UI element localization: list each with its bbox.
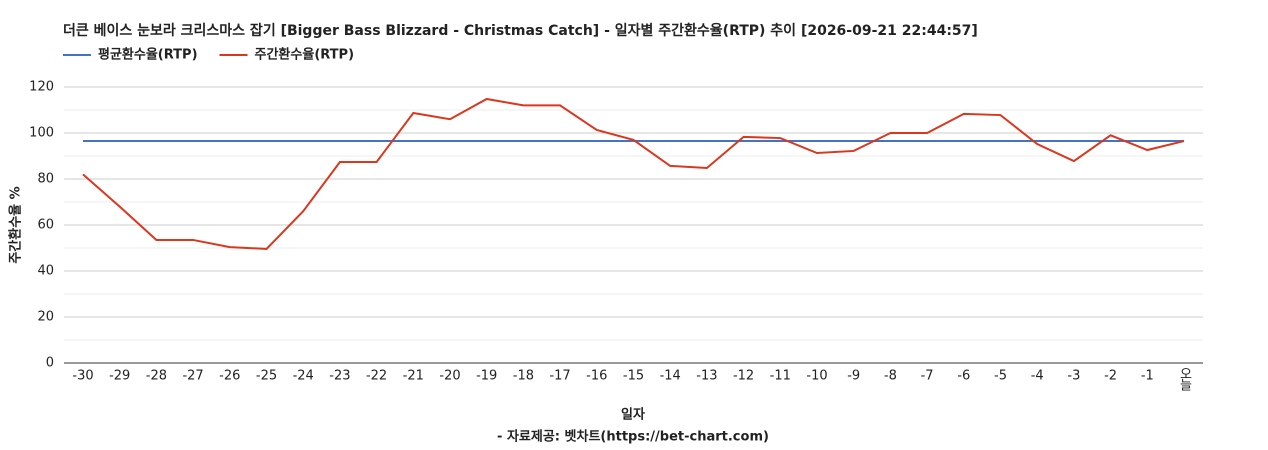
x-axis-label: 일자 (621, 408, 645, 423)
x-tick-label: -21 (403, 369, 424, 384)
x-tick-label: -10 (806, 369, 827, 384)
x-tick-label: -1 (1141, 369, 1154, 384)
y-axis-label: 주간환수율 % (8, 186, 24, 263)
x-tick-label: -8 (884, 369, 897, 384)
x-tick-label: -6 (957, 369, 970, 384)
x-tick-label: 오늘 (1177, 367, 1192, 391)
x-tick-label: -2 (1104, 369, 1117, 384)
x-tick-label: -22 (366, 369, 387, 384)
x-tick-label: -30 (72, 369, 93, 384)
y-tick-label: 0 (46, 356, 54, 371)
x-tick-label: -23 (329, 369, 350, 384)
x-tick-label: -20 (439, 369, 460, 384)
x-tick-label: -24 (293, 369, 314, 384)
x-tick-label: -19 (476, 369, 497, 384)
x-tick-label: -16 (586, 369, 607, 384)
x-tick-label: -18 (513, 369, 534, 384)
subtitle: - 자료제공: 벳차트(https://bet-chart.com) (497, 429, 769, 445)
x-tick-label: -27 (182, 369, 203, 384)
y-tick-label: 20 (37, 310, 54, 325)
x-tick-label: -28 (146, 369, 167, 384)
x-tick-label: -4 (1031, 369, 1044, 384)
x-tick-label: -7 (921, 369, 934, 384)
x-tick-label: -9 (847, 369, 860, 384)
y-tick-label: 100 (29, 126, 54, 141)
y-tick-label: 40 (37, 264, 54, 279)
x-tick-label: -11 (770, 369, 791, 384)
data-line (82, 97, 1185, 250)
x-tick-label: -5 (994, 369, 1007, 384)
chart-title: 더큰 베이스 눈보라 크리스마스 잡기 [Bigger Bass Blizzar… (63, 22, 978, 39)
x-tick-label: -17 (549, 369, 570, 384)
x-tick-label: -3 (1067, 369, 1080, 384)
x-tick-label: -15 (623, 369, 644, 384)
y-tick-label: 120 (29, 80, 54, 95)
y-tick-label: 80 (37, 172, 54, 187)
x-tick-label: -14 (660, 369, 681, 384)
x-tick-label: -12 (733, 369, 754, 384)
x-tick-label: -25 (256, 369, 277, 384)
x-tick-label: -26 (219, 369, 240, 384)
x-tick-label: -29 (109, 369, 130, 384)
y-tick-label: 60 (37, 218, 54, 233)
legend-label: 주간환수율(RTP) (255, 47, 355, 63)
x-tick-label: -13 (696, 369, 717, 384)
legend-label: 평균환수율(RTP) (98, 47, 198, 63)
